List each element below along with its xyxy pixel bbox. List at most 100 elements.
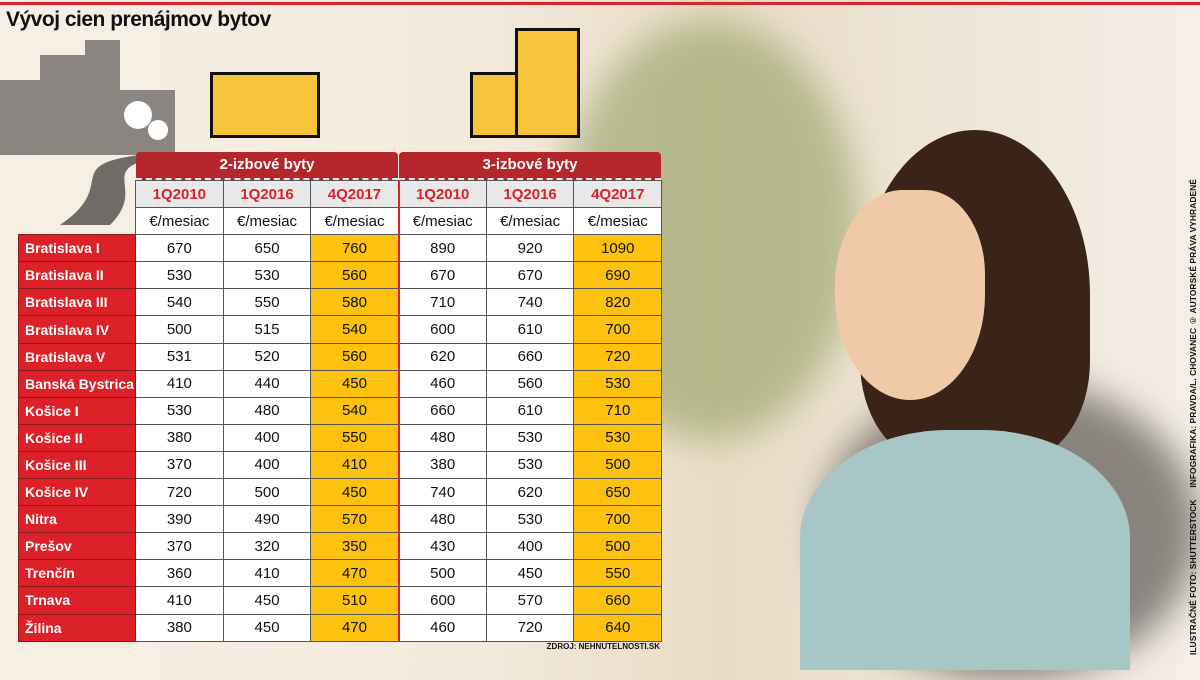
value-cell: 500 — [222, 478, 312, 507]
value-cell: 560 — [485, 369, 575, 398]
value-cell: 530 — [485, 505, 575, 534]
value-cell: 650 — [222, 234, 312, 263]
value-cell: 890 — [397, 234, 487, 263]
value-cell: 620 — [397, 342, 487, 371]
value-cell: 480 — [222, 396, 312, 425]
region-label: Trenčín — [18, 559, 136, 588]
value-cell: 470 — [310, 613, 400, 642]
value-cell: 410 — [135, 369, 224, 398]
table-row: Bratislava V 531 520 560 620 660 720 — [18, 342, 663, 371]
value-cell: 530 — [573, 423, 663, 452]
value-cell: 450 — [222, 613, 312, 642]
page-title: Vývoj cien prenájmov bytov — [6, 8, 271, 31]
region-label: Banská Bystrica — [18, 369, 136, 398]
value-cell: 531 — [135, 342, 224, 371]
value-cell: 660 — [397, 396, 487, 425]
region-label: Prešov — [18, 532, 136, 561]
value-cell: 360 — [135, 559, 224, 588]
value-cell: 480 — [397, 505, 487, 534]
region-label: Žilina — [18, 613, 136, 642]
value-cell: 380 — [397, 450, 487, 480]
table-row: Trenčín 360 410 470 500 450 550 — [18, 559, 663, 588]
region-label: Bratislava IV — [18, 315, 136, 344]
region-label: Košice II — [18, 423, 136, 452]
floor-plan-2-room-icon — [210, 72, 320, 138]
value-cell: 500 — [397, 559, 487, 588]
value-cell: 450 — [485, 559, 575, 588]
corner-blank — [19, 181, 136, 208]
table-row: Žilina 380 450 470 460 720 640 — [18, 613, 663, 642]
photo-credit: ILUSTRAČNÉ FOTO: SHUTTERSTOCK INFOGRAFIK… — [1188, 179, 1198, 655]
table-row: Bratislava IV 500 515 540 600 610 700 — [18, 315, 663, 344]
value-cell: 740 — [485, 288, 575, 317]
value-cell: 440 — [222, 369, 312, 398]
value-cell: 450 — [222, 586, 312, 615]
unit-label: €/mesiac — [135, 207, 224, 236]
value-cell: 600 — [397, 586, 487, 615]
value-cell: 530 — [573, 369, 663, 398]
value-cell: 580 — [310, 288, 400, 317]
value-cell: 700 — [573, 505, 663, 534]
table-row: Prešov 370 320 350 430 400 500 — [18, 532, 663, 561]
value-cell: 640 — [573, 613, 663, 642]
value-cell: 720 — [485, 613, 575, 642]
value-cell: 390 — [135, 505, 224, 534]
value-cell: 370 — [135, 450, 224, 480]
value-cell: 370 — [135, 532, 224, 561]
value-cell: 540 — [310, 396, 400, 425]
value-cell: 670 — [485, 261, 575, 290]
value-cell: 450 — [310, 369, 400, 398]
value-cell: 410 — [222, 559, 312, 588]
value-cell: 570 — [485, 586, 575, 615]
table-row: Košice I 530 480 540 660 610 710 — [18, 396, 663, 425]
table-row: Nitra 390 490 570 480 530 700 — [18, 505, 663, 534]
value-cell: 670 — [135, 234, 224, 263]
rent-table: 1Q2010 1Q2016 4Q2017 1Q2010 1Q2016 4Q2017 €/me… — [18, 179, 663, 642]
value-cell: 560 — [310, 261, 400, 290]
value-cell: 500 — [573, 532, 663, 561]
region-label: Košice I — [18, 396, 136, 425]
column-header: 4Q2017 — [573, 179, 663, 209]
region-label: Bratislava V — [18, 342, 136, 371]
value-cell: 350 — [310, 532, 400, 561]
value-cell: 610 — [485, 315, 575, 344]
unit-label: €/mesiac — [222, 207, 312, 236]
table-row: Košice III 370 400 410 380 530 500 — [18, 450, 663, 480]
corner-blank — [19, 208, 136, 235]
value-cell: 700 — [573, 315, 663, 344]
value-cell: 490 — [222, 505, 312, 534]
floor-plan-3-room-icon-upper — [515, 28, 580, 138]
value-cell: 610 — [485, 396, 575, 425]
value-cell: 670 — [397, 261, 487, 290]
value-cell: 570 — [310, 505, 400, 534]
value-cell: 1090 — [573, 234, 663, 263]
column-header: 4Q2017 — [310, 179, 400, 209]
table-row: Banská Bystrica 410 440 450 460 560 530 — [18, 369, 663, 398]
value-cell: 380 — [135, 613, 224, 642]
value-cell: 515 — [222, 315, 312, 344]
region-label: Bratislava II — [18, 261, 136, 290]
value-cell: 400 — [485, 532, 575, 561]
value-cell: 450 — [310, 478, 400, 507]
group-header-2-room: 2-izbové byty — [136, 152, 398, 180]
table-row: Košice II 380 400 550 480 530 530 — [18, 423, 663, 452]
value-cell: 710 — [397, 288, 487, 317]
value-cell: 320 — [222, 532, 312, 561]
value-cell: 400 — [222, 423, 312, 452]
column-header: 1Q2016 — [222, 179, 312, 209]
value-cell: 820 — [573, 288, 663, 317]
value-cell: 530 — [485, 423, 575, 452]
value-cell: 760 — [310, 234, 400, 263]
table-row: Bratislava II 530 530 560 670 670 690 — [18, 261, 663, 290]
unit-label: €/mesiac — [485, 207, 575, 236]
table-row: Košice IV 720 500 450 740 620 650 — [18, 478, 663, 507]
value-cell: 530 — [135, 396, 224, 425]
value-cell: 740 — [397, 478, 487, 507]
value-cell: 380 — [135, 423, 224, 452]
value-cell: 410 — [310, 450, 400, 480]
region-label: Bratislava III — [18, 288, 136, 317]
value-cell: 560 — [310, 342, 400, 371]
group-header-3-room: 3-izbové byty — [399, 152, 661, 180]
value-cell: 720 — [135, 478, 224, 507]
value-cell: 400 — [222, 450, 312, 480]
